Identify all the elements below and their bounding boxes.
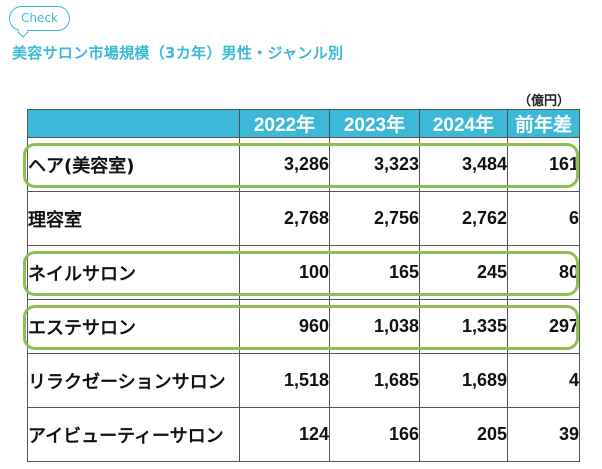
value-2023-cell: 1,685 (329, 353, 420, 408)
check-badge: Check (9, 6, 70, 31)
header-diff: 前年差 (507, 109, 580, 138)
value-2022-cell: 3,286 (239, 137, 330, 192)
value-2024-cell: 1,689 (419, 353, 508, 408)
diff-cell: 39 (507, 407, 580, 462)
value-2023-cell: 165 (329, 245, 420, 300)
value-2023-cell: 166 (329, 407, 420, 462)
value-2024-cell: 2,762 (419, 191, 508, 246)
table-row: 理容室 2,768 2,756 2,762 6 (27, 191, 580, 246)
value-2023-cell: 2,756 (329, 191, 420, 246)
value-2024-cell: 245 (419, 245, 508, 300)
table-row: エステサロン 960 1,038 1,335 297 (27, 299, 580, 354)
header-2024: 2024年 (419, 109, 508, 138)
diff-cell: 6 (507, 191, 580, 246)
diff-cell: 80 (507, 245, 580, 300)
header-2022: 2022年 (239, 109, 330, 138)
value-2024-cell: 205 (419, 407, 508, 462)
genre-cell: ヘア(美容室) (27, 137, 240, 192)
value-2023-cell: 3,323 (329, 137, 420, 192)
table-row: ネイルサロン 100 165 245 80 (27, 245, 580, 300)
table-header-row: 2022年 2023年 2024年 前年差 (27, 109, 580, 138)
page-title: 美容サロン市場規模（3カ年）男性・ジャンル別 (12, 44, 344, 62)
value-2022-cell: 960 (239, 299, 330, 354)
table-row: ヘア(美容室) 3,286 3,323 3,484 161 (27, 137, 580, 192)
header-blank (27, 109, 240, 138)
diff-cell: 4 (507, 353, 580, 408)
genre-cell: ネイルサロン (27, 245, 240, 300)
header-2023: 2023年 (329, 109, 420, 138)
value-2022-cell: 2,768 (239, 191, 330, 246)
value-2022-cell: 1,518 (239, 353, 330, 408)
value-2022-cell: 100 (239, 245, 330, 300)
genre-cell: エステサロン (27, 299, 240, 354)
diff-cell: 297 (507, 299, 580, 354)
value-2023-cell: 1,038 (329, 299, 420, 354)
genre-cell: アイビューティーサロン (27, 407, 240, 462)
value-2022-cell: 124 (239, 407, 330, 462)
value-2024-cell: 1,335 (419, 299, 508, 354)
genre-cell: リラクゼーションサロン (27, 353, 240, 408)
diff-cell: 161 (507, 137, 580, 192)
value-2024-cell: 3,484 (419, 137, 508, 192)
genre-cell: 理容室 (27, 191, 240, 246)
market-size-table: 2022年 2023年 2024年 前年差 ヘア(美容室) 3,286 3,32… (27, 109, 580, 462)
unit-label: （億円） (518, 94, 571, 109)
table-row: アイビューティーサロン 124 166 205 39 (27, 407, 580, 462)
table-row: リラクゼーションサロン 1,518 1,685 1,689 4 (27, 353, 580, 408)
